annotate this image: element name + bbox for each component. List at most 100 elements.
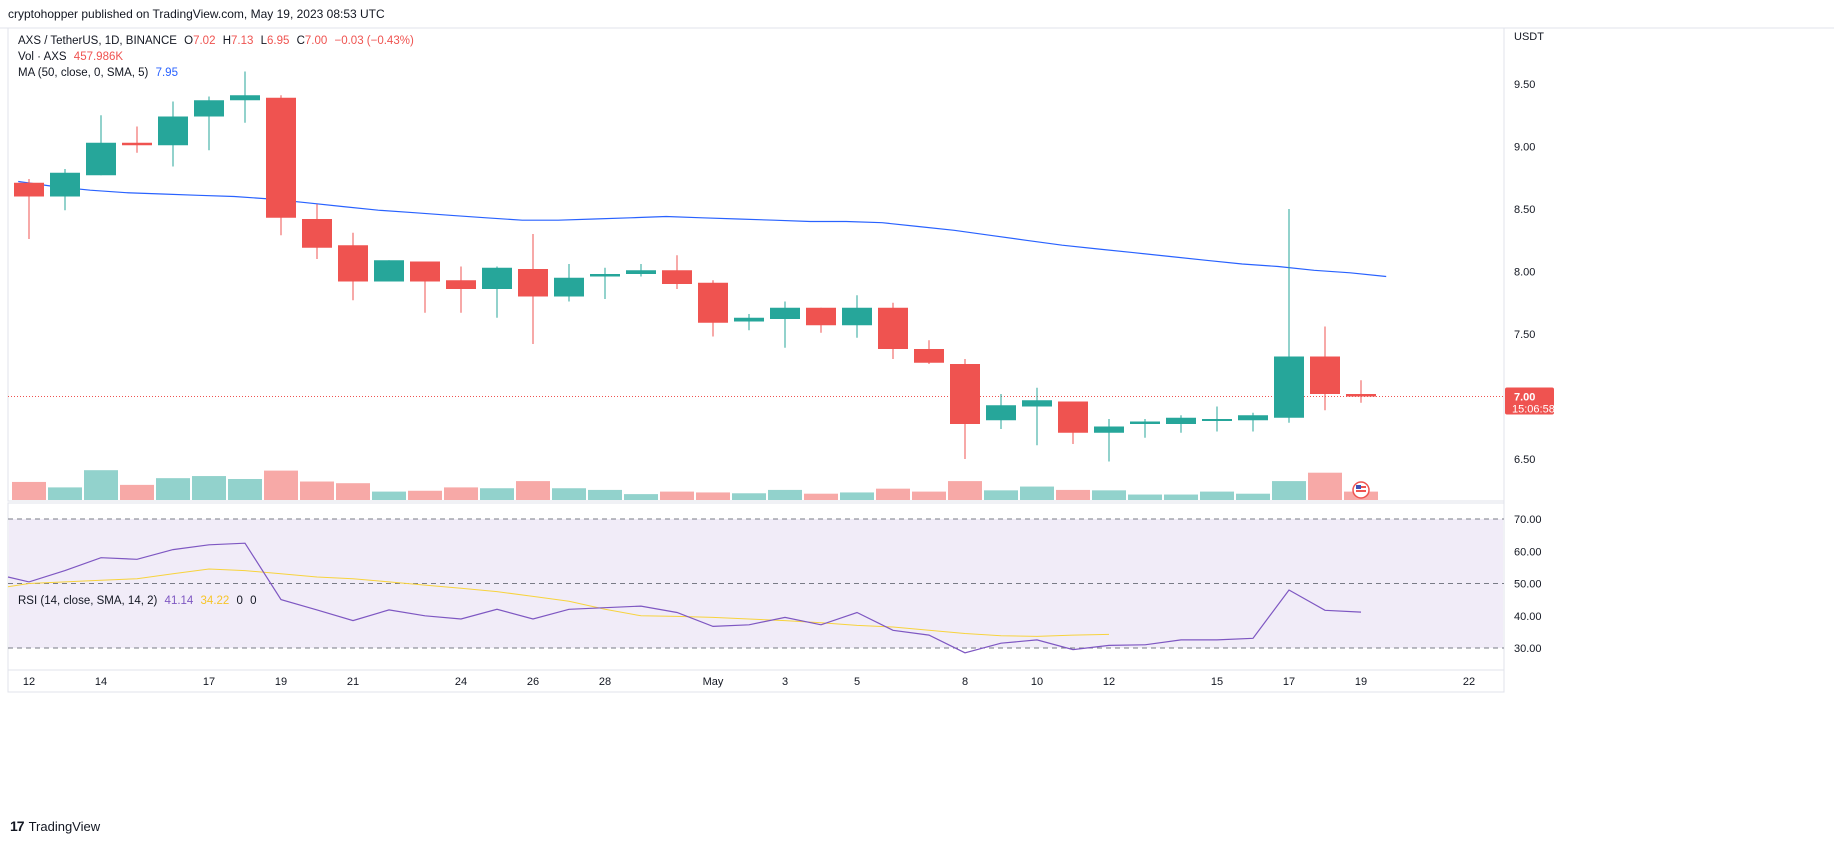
time-tick-label: 22 [1463,676,1475,688]
volume-bar [1092,490,1126,500]
candle-body [914,349,944,363]
volume-bar [732,493,766,500]
candle-body [842,307,872,326]
us-event-flag-canton [1356,485,1361,489]
time-tick-label: 17 [1283,676,1295,688]
candle-body [158,116,188,146]
last-price-label: 7.00 [1514,392,1535,404]
candle-body [554,277,584,297]
tradingview-mark-icon: 17 [10,818,25,834]
volume-bar [1308,472,1342,500]
candle-body [302,219,332,248]
legend-volume: 457.986K [73,51,124,63]
candle-body [950,364,980,424]
candle-body [662,270,692,284]
time-tick-label: 15 [1211,676,1223,688]
rsi-tick-label: 40.00 [1514,611,1542,623]
volume-bar [768,489,802,500]
volume-bar [840,492,874,500]
candle-body [50,172,80,197]
candle-body [86,142,116,176]
legend-volume-label[interactable]: Vol · AXS [18,51,67,63]
legend-low: 6.95 [267,35,290,47]
candle-body [626,270,656,274]
us-event-flag-stripe [1356,490,1366,492]
legend-symbol[interactable]: AXS / TetherUS, 1D, BINANCE [18,35,177,47]
time-tick-label: 8 [962,676,968,688]
legend-high-label: H [222,35,231,47]
rsi-ma-line [7,568,1110,637]
legend-symbol-row: AXS / TetherUS, 1D, BINANCE O7.02 H7.13 … [18,35,418,47]
price-tick-label: 7.50 [1514,329,1535,341]
rsi-line [7,542,1362,654]
volume-bar [1128,494,1162,500]
rsi-tick-label: 70.00 [1514,514,1542,526]
volume-bar [480,488,514,500]
time-tick-label: 28 [599,676,611,688]
volume-bar [372,491,406,500]
time-tick-label: 17 [203,676,215,688]
candle-body [1022,400,1052,407]
legend-ma-label[interactable]: MA (50, close, 0, SMA, 5) [18,67,149,79]
volume-bar [156,478,190,500]
legend-open: 7.02 [193,35,216,47]
candle-body [590,274,620,277]
candle-body [698,282,728,323]
candle-body [986,405,1016,421]
volume-bar [120,484,154,500]
legend-rsi-extra1: 0 [236,595,243,607]
candle-body [1166,417,1196,424]
candle-body [806,307,836,326]
price-tick-label: 9.00 [1514,142,1535,154]
candle-body [1130,421,1160,424]
volume-bar [84,470,118,500]
last-price-tag [1505,387,1554,415]
time-tick-label: May [703,676,724,688]
legend-volume-row: Vol · AXS 457.986K [18,51,127,63]
candle-body [1238,415,1268,421]
candle-body [14,182,44,197]
price-tick-label: 8.00 [1514,267,1535,279]
legend-rsi-ma: 34.22 [200,595,230,607]
time-tick-label: 26 [527,676,539,688]
volume-bar [48,487,82,500]
legend-rsi-extra2: 0 [250,595,257,607]
candle-body [1310,356,1340,394]
candle-body [1274,356,1304,418]
volume-bar [1020,486,1054,500]
volume-bar [1056,489,1090,500]
volume-bar [264,470,298,500]
candle-body [518,269,548,297]
volume-bar [408,490,442,500]
legend-rsi: 41.14 [164,595,194,607]
candle-body [266,97,296,218]
candle-body [878,307,908,349]
volume-bar [1236,493,1270,500]
volume-bar [624,494,658,500]
candle-body [1346,394,1376,397]
volume-bar [444,487,478,500]
volume-bar [336,483,370,500]
legend-rsi-label[interactable]: RSI (14, close, SMA, 14, 2) [18,595,158,607]
volume-bar [300,481,334,500]
price-tick-label: 8.50 [1514,204,1535,216]
publisher-caption: cryptohopper published on TradingView.co… [8,7,385,21]
legend-high: 7.13 [231,35,254,47]
candle-body [230,95,260,101]
price-axis-unit: USDT [1514,31,1544,43]
time-tick-label: 24 [455,676,467,688]
candle-body [770,307,800,319]
time-tick-label: 19 [275,676,287,688]
volume-bar [696,492,730,500]
time-tick-label: 14 [95,676,107,688]
legend-ma: 7.95 [155,67,178,79]
rsi-tick-label: 60.00 [1514,546,1542,558]
tradingview-logo[interactable]: 17 TradingView [10,818,100,834]
tradingview-brand: TradingView [28,818,101,834]
volume-bar [516,481,550,500]
volume-bar [192,476,226,500]
time-tick-label: 3 [782,676,788,688]
legend-ma-row: MA (50, close, 0, SMA, 5) 7.95 [18,67,182,79]
volume-bar [984,490,1018,500]
